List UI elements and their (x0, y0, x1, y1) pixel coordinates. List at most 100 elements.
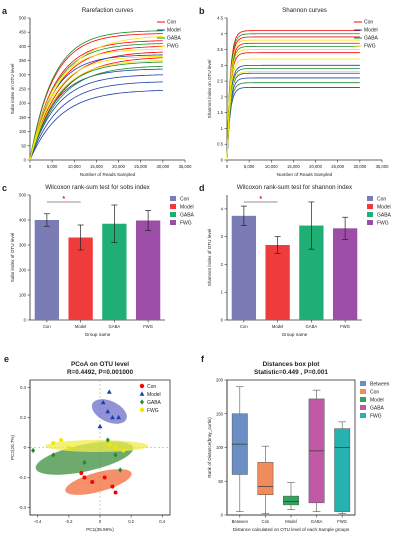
panel-e-subtitle: R=0.4492, P=0.001000 (67, 369, 134, 376)
panel-c-y-tick-label: 100 (19, 293, 27, 298)
panel-b-y-tick-label: 2.5 (217, 79, 223, 84)
panel-a-curve-gaba (29, 61, 163, 161)
panel-a-panel-label: a (2, 6, 8, 16)
panel-e-legend-swatch (139, 391, 145, 396)
panel-e-point-fwg (121, 448, 126, 453)
panel-e-x-tick-label: -0.2 (65, 519, 73, 524)
panel-e-point-model (105, 408, 111, 414)
panel-e-y-tick-label: -0.4 (19, 505, 27, 510)
panel-e-y-tick-label: 0.2 (20, 415, 26, 420)
panel-a-x-tick-label: 0 (29, 164, 32, 169)
panel-f-legend-swatch (360, 397, 366, 402)
panel-b-y-tick-label: 3.5 (217, 47, 223, 52)
panel-e-x-axis-label: PC1(35.96%) (86, 527, 114, 532)
panel-e-point-model (116, 414, 122, 420)
panel-f-x-axis-label: Distance calculated on OTU level of each… (233, 527, 350, 532)
panel-c-y-tick-label: 300 (19, 243, 27, 248)
panel-f-legend-swatch (360, 389, 366, 394)
panel-c-y-tick-label: 0 (24, 318, 27, 323)
panel-d-x-tick-label: GABA (306, 324, 318, 329)
panel-e-point-con (110, 484, 115, 489)
panel-b-curve-con (226, 36, 360, 161)
panel-a-legend-label: Con (167, 20, 176, 26)
panel-c-bar-model (68, 237, 93, 320)
panel-b-y-tick-label: 4.5 (217, 16, 223, 21)
panel-f-y-tick-label: 50 (218, 479, 223, 484)
panel-f-legend-label: Con (370, 390, 379, 396)
panel-f-x-tick-label: Between (232, 519, 249, 524)
panel-d-title: Wilcoxon rank-sum test for shannon index (237, 184, 353, 191)
panel-b-y-tick-label: 0.5 (217, 142, 223, 147)
panel-c-legend-label: FWG (180, 221, 192, 227)
panel-a-curve-model (29, 81, 163, 161)
panel-b-curve-fwg (226, 49, 360, 161)
panel-d-legend-label: Model (377, 205, 391, 211)
panel-d-y-tick-label: 4 (221, 206, 224, 211)
panel-c-significance-label: * (62, 196, 65, 203)
panel-a-curve-fwg (29, 48, 163, 161)
panel-a-title: Rarefaction curves (82, 7, 134, 14)
panel-b-x-tick-label: 20,000 (309, 164, 322, 169)
panel-f-y-tick-label: 0 (221, 513, 224, 518)
panel-a-x-tick-label: 20,000 (112, 164, 125, 169)
panel-c-x-axis-label: Group name (85, 332, 111, 337)
panel-a-x-tick-label: 30,000 (156, 164, 169, 169)
panel-b-x-tick-label: 35,000 (376, 164, 389, 169)
panel-b-x-tick-label: 30,000 (353, 164, 366, 169)
panel-e-point-gaba (82, 459, 87, 466)
panel-f-y-tick-label: 150 (216, 411, 224, 416)
panel-c-panel-label: c (2, 183, 7, 193)
panel-a-legend-label: FWG (167, 44, 179, 50)
panel-b-curve-fwg (226, 39, 360, 161)
panel-e-legend-swatch (140, 399, 144, 405)
panel-a-y-tick-label: 0 (24, 158, 27, 163)
panel-e-point-model (106, 389, 112, 394)
panel-a-y-tick-label: 350 (19, 58, 27, 63)
panel-f-y-tick-label: 100 (216, 445, 224, 450)
panel-a-curve-model (29, 74, 163, 161)
panel-f-legend-label: Model (370, 398, 384, 404)
panel-c-bar-fwg (135, 220, 161, 320)
panel-a-curve-gaba (29, 65, 163, 161)
panel-e-point-con (79, 471, 84, 475)
panel-a-curve-con (29, 33, 163, 161)
panel-f-x-tick-label: Con (262, 519, 270, 524)
panel-b-x-tick-label: 10,000 (265, 164, 278, 169)
panel-e-legend-label: Model (147, 392, 161, 398)
panel-c-legend-swatch (170, 196, 176, 201)
panel-a-legend-label: GABA (167, 36, 182, 42)
panel-e-x-tick-label: -0.4 (34, 519, 42, 524)
panel-a-curve-fwg (29, 36, 163, 161)
panel-a-x-axis-label: Number of Reads Sampled (80, 172, 136, 177)
panel-e-point-fwg (51, 441, 56, 445)
panel-e-y-axis-label: PC2(20.7%) (10, 435, 15, 460)
panel-d-legend-swatch (367, 204, 373, 209)
panel-e-panel-label: e (4, 354, 9, 364)
panel-b-legend-label: GABA (364, 36, 379, 42)
panel-b-y-tick-label: 1 (221, 126, 224, 131)
panel-d-bar-con (231, 215, 257, 320)
panel-b-legend-label: Con (364, 20, 373, 26)
panel-c-x-tick-label: Model (75, 324, 86, 329)
panel-e-x-tick-label: 0.4 (159, 519, 165, 524)
panel-c-title: Wilcoxon rank-sum test for sobs index (45, 184, 150, 191)
panel-f-legend-label: GABA (370, 406, 385, 412)
panel-e-legend-label: Con (147, 384, 156, 390)
panel-c-legend-swatch (170, 212, 176, 217)
panel-d-legend-label: FWG (377, 221, 389, 227)
panel-e-ellipse-model (91, 399, 127, 424)
panel-e-legend-label: GABA (147, 400, 162, 406)
panel-c-y-tick-label: 200 (19, 268, 27, 273)
panel-b-curve-gaba (226, 33, 360, 161)
panel-f-y-axis-label: Rank of Distance(bray_curtis) (207, 417, 212, 478)
panel-f-subtitle: Statistic=0.449 , P=0.001 (254, 369, 328, 376)
panel-a-y-tick-label: 450 (19, 30, 27, 35)
panel-a-curve-model (29, 68, 163, 161)
panel-a-curve-fwg (29, 55, 163, 161)
panel-a-y-tick-label: 200 (19, 101, 27, 106)
panel-b-curve-con (226, 30, 360, 161)
panel-b-y-tick-label: 0 (221, 158, 224, 163)
panel-d-x-tick-label: Model (272, 324, 283, 329)
panel-a-curve-gaba (29, 30, 163, 161)
panel-a-x-tick-label: 10,000 (68, 164, 81, 169)
